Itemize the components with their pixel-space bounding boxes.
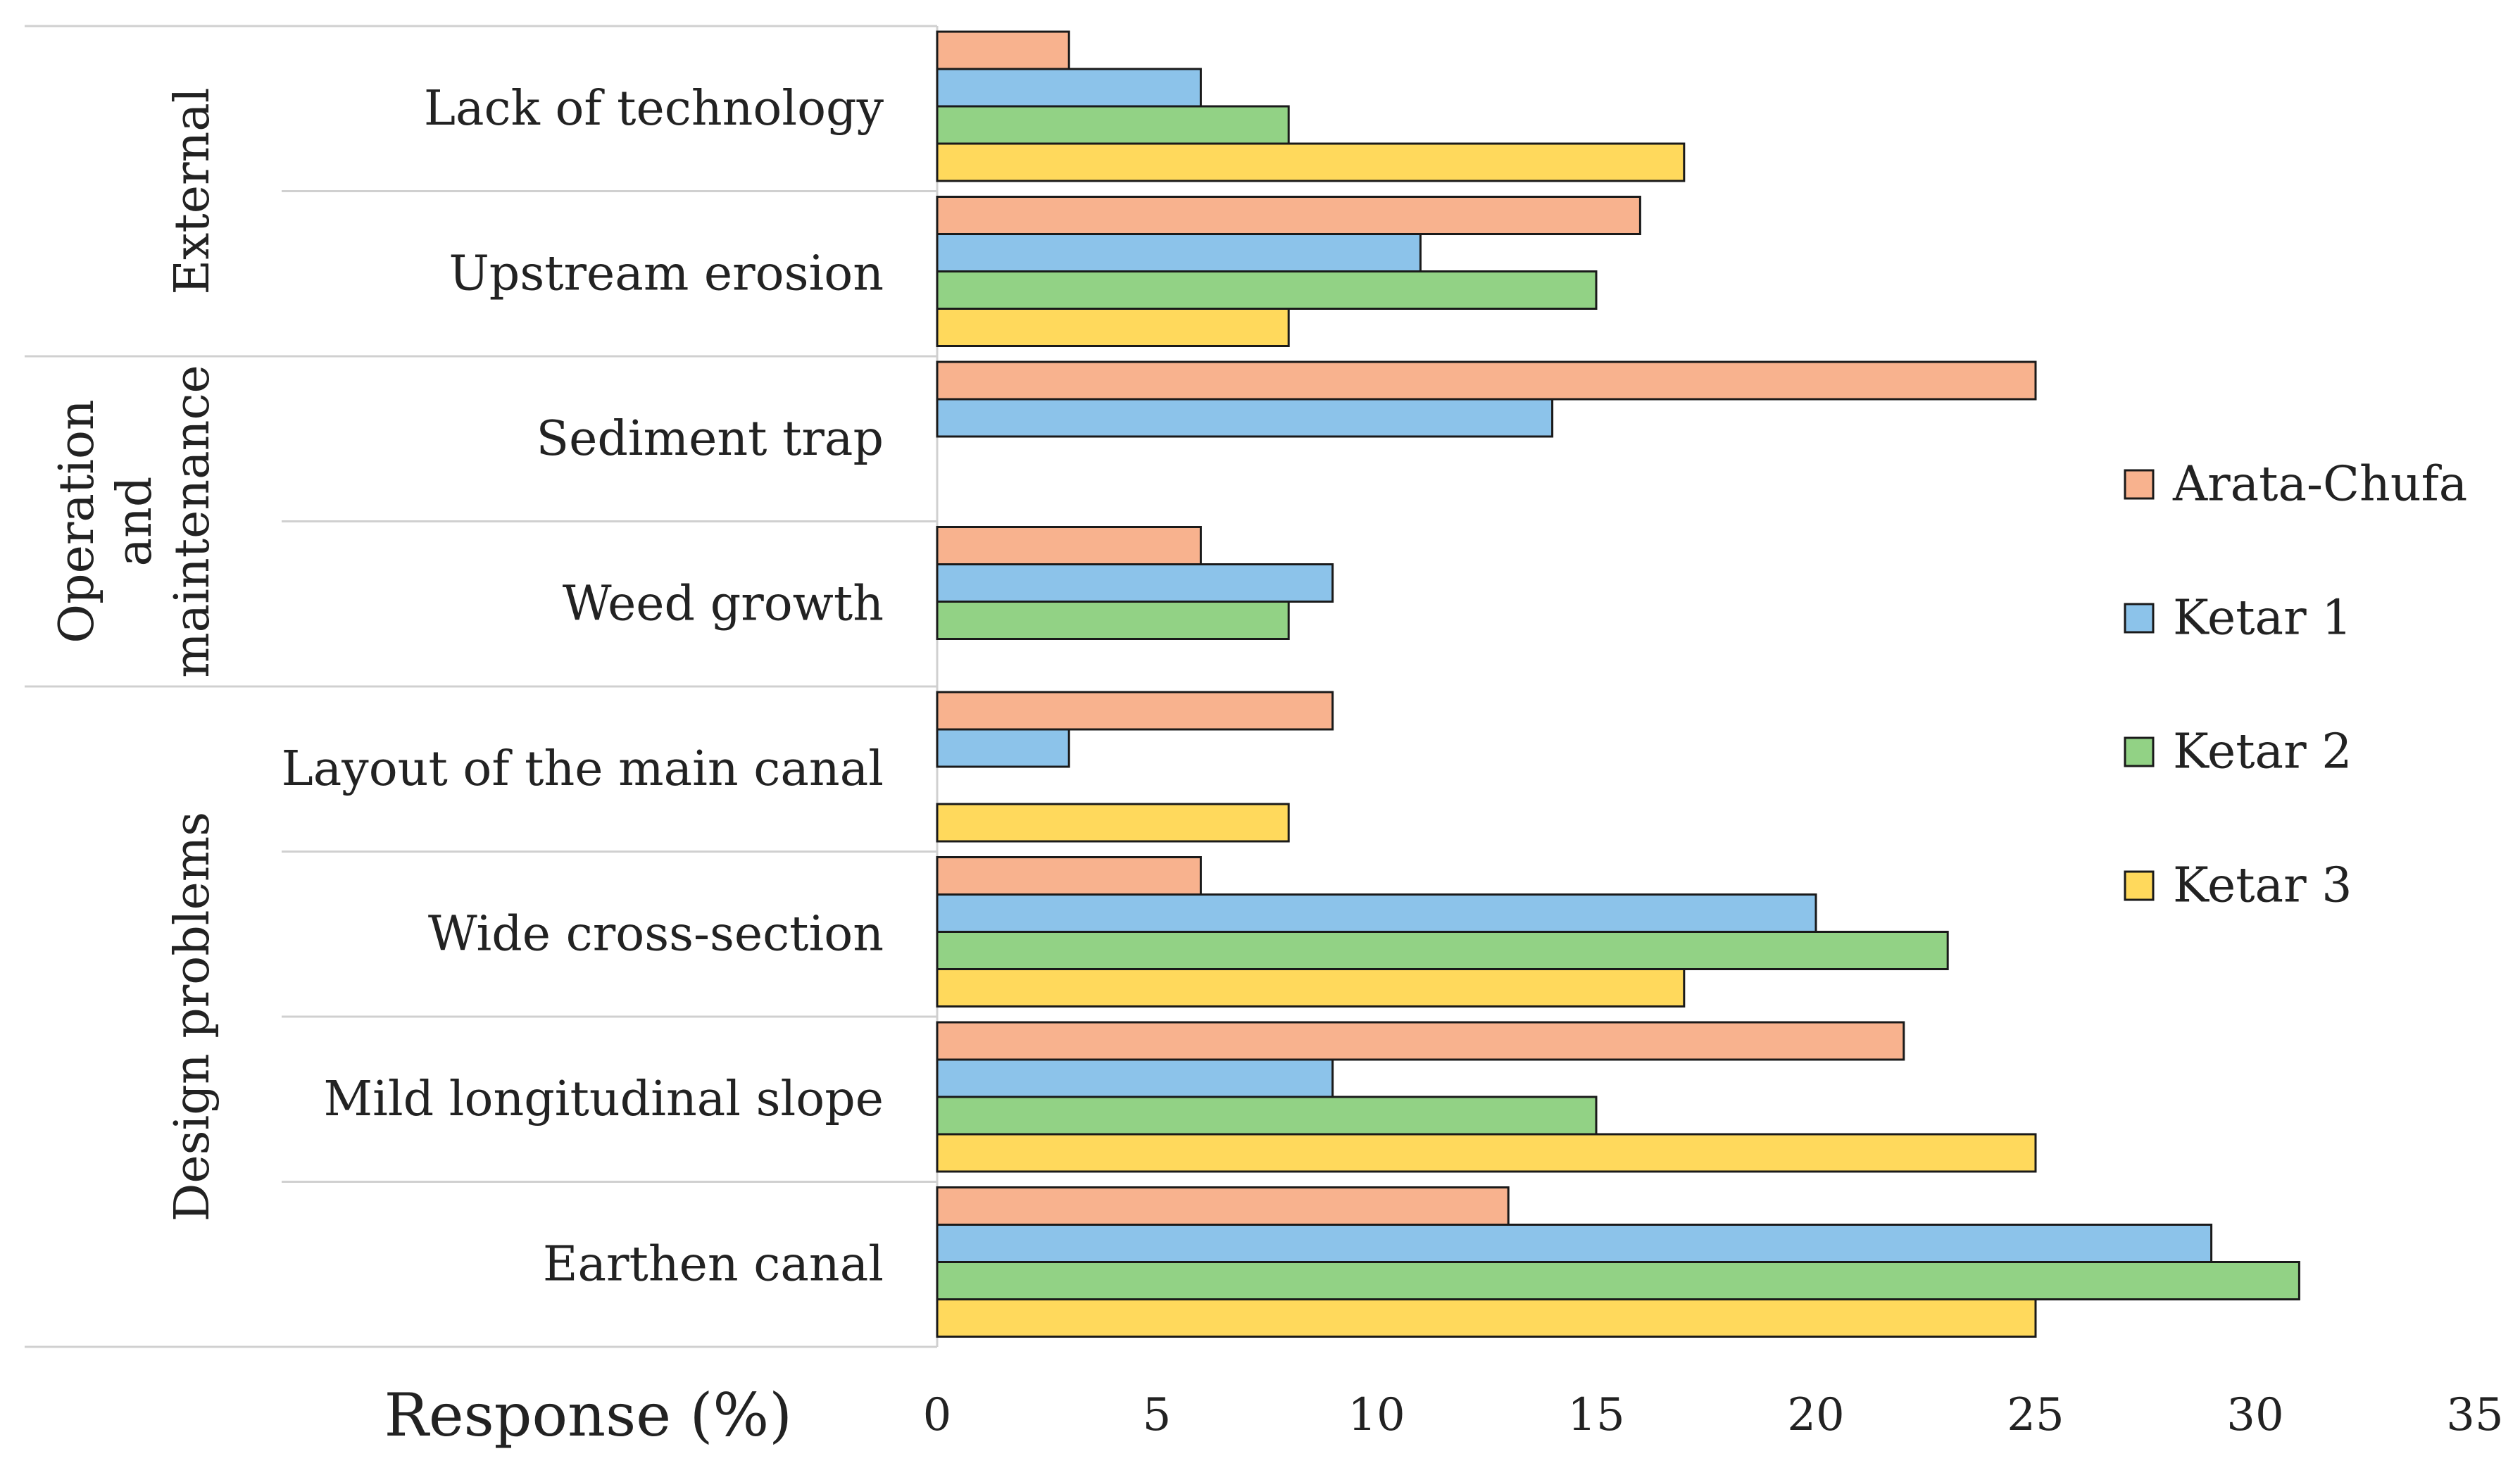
bar-ketar-2-mild-longitudinal-slope xyxy=(936,1096,1598,1136)
bar-ketar-2-wide-cross-section xyxy=(936,931,1949,970)
category-label-earthen-canal: Earthen canal xyxy=(543,1236,884,1292)
legend-label-arata-chufa: Arata-Chufa xyxy=(2172,457,2467,513)
bar-ketar-1-earthen-canal xyxy=(936,1224,2213,1263)
bar-ketar-3-earthen-canal xyxy=(936,1298,2037,1338)
x-tick-label: 15 xyxy=(1567,1389,1624,1441)
legend-swatch-ketar-3 xyxy=(2124,870,2155,901)
bar-ketar-2-weed-growth xyxy=(936,601,1290,640)
bar-ketar-1-layout-of-the-main-canal xyxy=(936,728,1070,768)
bar-ketar-2-upstream-erosion xyxy=(936,270,1598,310)
category-label-lack-of-technology: Lack of technology xyxy=(424,81,884,137)
category-label-layout-of-the-main-canal: Layout of the main canal xyxy=(282,741,884,797)
bar-ketar-1-mild-longitudinal-slope xyxy=(936,1058,1334,1098)
bar-ketar-3-mild-longitudinal-slope xyxy=(936,1133,2037,1173)
category-label-weed-growth: Weed growth xyxy=(563,576,884,632)
bar-arata-chufa-sediment-trap xyxy=(936,360,2037,401)
x-tick-label: 0 xyxy=(923,1389,952,1441)
group-label-external: External xyxy=(165,87,220,294)
bar-arata-chufa-layout-of-the-main-canal xyxy=(936,691,1334,731)
x-tick-label: 35 xyxy=(2446,1389,2503,1441)
bar-ketar-1-sediment-trap xyxy=(936,398,1554,438)
category-label-wide-cross-section: Wide cross-section xyxy=(428,906,884,962)
x-tick-label: 10 xyxy=(1348,1389,1405,1441)
group-label-design-problems: Design problems xyxy=(165,812,220,1222)
bar-ketar-3-lack-of-technology xyxy=(936,142,1686,182)
bar-ketar-3-upstream-erosion xyxy=(936,308,1290,347)
category-label-sediment-trap: Sediment trap xyxy=(537,411,884,467)
category-label-mild-longitudinal-slope: Mild longitudinal slope xyxy=(324,1072,884,1127)
bar-ketar-1-wide-cross-section xyxy=(936,893,1817,933)
bar-ketar-1-weed-growth xyxy=(936,563,1334,603)
x-axis-title: Response (%) xyxy=(384,1381,792,1450)
x-tick-label: 20 xyxy=(1787,1389,1844,1441)
bar-arata-chufa-earthen-canal xyxy=(936,1186,1510,1226)
legend-label-ketar-3: Ketar 3 xyxy=(2173,858,2352,914)
group-label-operation-and-maintenance: Operationandmaintenance xyxy=(49,365,220,678)
bar-arata-chufa-weed-growth xyxy=(936,526,1202,565)
bar-arata-chufa-wide-cross-section xyxy=(936,856,1202,896)
category-label-upstream-erosion: Upstream erosion xyxy=(449,246,884,301)
bar-arata-chufa-upstream-erosion xyxy=(936,196,1641,235)
legend-swatch-ketar-1 xyxy=(2124,603,2155,634)
legend-swatch-ketar-2 xyxy=(2124,736,2155,767)
bar-ketar-3-layout-of-the-main-canal xyxy=(936,803,1290,843)
x-tick-label: 5 xyxy=(1143,1389,1172,1441)
bar-ketar-1-upstream-erosion xyxy=(936,233,1422,272)
bar-ketar-1-lack-of-technology xyxy=(936,68,1202,108)
bar-ketar-3-wide-cross-section xyxy=(936,968,1686,1008)
legend-label-ketar-1: Ketar 1 xyxy=(2173,591,2352,646)
bar-ketar-2-earthen-canal xyxy=(936,1261,2300,1300)
legend-label-ketar-2: Ketar 2 xyxy=(2173,724,2352,780)
x-tick-label: 25 xyxy=(2007,1389,2064,1441)
legend-swatch-arata-chufa xyxy=(2124,469,2155,500)
bar-arata-chufa-mild-longitudinal-slope xyxy=(936,1021,1905,1061)
x-tick-label: 30 xyxy=(2226,1389,2283,1441)
bar-arata-chufa-lack-of-technology xyxy=(936,30,1070,70)
bar-ketar-2-lack-of-technology xyxy=(936,105,1290,145)
